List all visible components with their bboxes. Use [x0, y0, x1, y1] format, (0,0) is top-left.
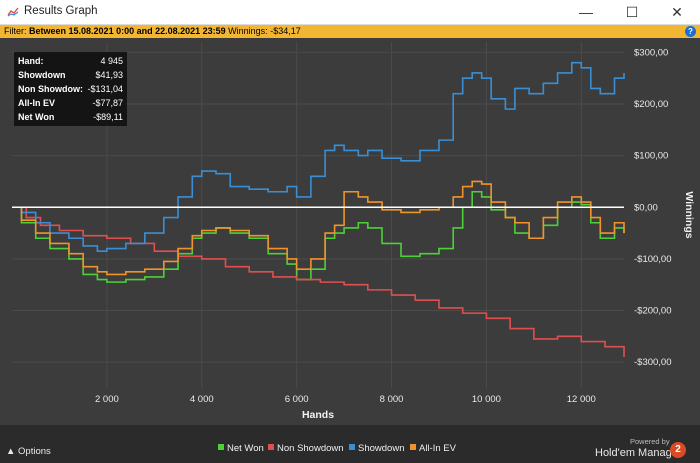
filter-label: Filter: [4, 26, 27, 36]
legend-label: All-In EV [419, 443, 456, 454]
filter-bar: Filter: Between 15.08.2021 0:00 and 22.0… [0, 25, 700, 38]
legend-item-non-showdown[interactable]: Non Showdown [268, 443, 344, 454]
filter-range: Between 15.08.2021 0:00 and 22.08.2021 2… [29, 26, 226, 36]
info-row-label: All-In EV [18, 98, 55, 108]
options-arrow-icon: ▲ [6, 446, 16, 457]
powered-by-text: Powered by [630, 437, 670, 446]
maximize-button[interactable]: ☐ [625, 4, 639, 20]
x-tick-label: 6 000 [285, 394, 309, 405]
y-tick-label: -$100,00 [634, 254, 672, 265]
grid-lines [12, 42, 624, 388]
series-line-showdown [12, 61, 625, 252]
x-tick-label: 4 000 [190, 394, 214, 405]
info-row-value: -$89,11 [93, 112, 123, 122]
x-tick-label: 8 000 [380, 394, 404, 405]
info-row-label: Showdown [18, 70, 66, 80]
app-chart-icon [7, 6, 19, 18]
info-box: Hand: 4 945 Showdown $41,93 Non Showdow: -$13… [14, 52, 127, 126]
hm2-logo-icon: 2 [670, 442, 686, 458]
window-titlebar: Results Graph — ☐ ✕ [0, 0, 700, 25]
y-tick-label: $0,00 [634, 202, 658, 213]
filter-text: Filter: Between 15.08.2021 0:00 and 22.0… [4, 25, 301, 38]
legend-label: Showdown [358, 443, 405, 454]
legend-item-showdown[interactable]: Showdown [349, 443, 404, 454]
legend-swatch [410, 444, 416, 450]
footer-bar [0, 440, 700, 463]
info-row-label: Non Showdow: [18, 84, 83, 94]
info-row-value: $41,93 [95, 70, 123, 80]
info-row-label: Hand: [18, 56, 44, 66]
x-tick-label: 10 000 [472, 394, 501, 405]
legend-swatch [218, 444, 224, 450]
legend-label: Net Won [227, 443, 264, 454]
legend-item-net-won[interactable]: Net Won [218, 443, 264, 454]
brand-name: Hold'em Manager [595, 447, 682, 459]
y-axis-title: Winnings [683, 191, 695, 238]
info-row-value: 4 945 [100, 56, 123, 66]
series-line-all-in-ev [12, 180, 625, 276]
y-tick-label: $200,00 [634, 99, 668, 110]
legend-label: Non Showdown [277, 443, 344, 454]
x-axis-title: Hands [302, 409, 334, 421]
options-label: Options [18, 446, 51, 457]
y-tick-label: $300,00 [634, 47, 668, 58]
y-tick-label: $100,00 [634, 151, 668, 162]
legend-item-all-in-ev[interactable]: All-In EV [410, 443, 456, 454]
axis-labels: 2 000 4 000 6 000 8 000 10 000 12 000 $300,00 $… [95, 47, 695, 421]
help-icon[interactable]: ? [685, 26, 696, 37]
series-line-non-showdown [12, 206, 625, 358]
info-box-bg [14, 52, 127, 126]
x-tick-label: 2 000 [95, 394, 119, 405]
y-tick-label: -$300,00 [634, 357, 672, 368]
minimize-button[interactable]: — [579, 4, 593, 20]
winnings-label: Winnings: [228, 26, 268, 36]
x-tick-label: 12 000 [567, 394, 596, 405]
legend-swatch [268, 444, 274, 450]
legend-swatch [349, 444, 355, 450]
window-title: Results Graph [24, 5, 98, 17]
options-button[interactable]: ▲ Options [6, 446, 51, 457]
info-row-label: Net Won [18, 112, 54, 122]
y-tick-label: -$200,00 [634, 306, 672, 317]
series-lines [12, 61, 625, 358]
info-row-value: -$131,04 [87, 84, 123, 94]
close-button[interactable]: ✕ [671, 4, 683, 20]
winnings-value: -$34,17 [270, 26, 301, 36]
info-row-value: -$77,87 [92, 98, 123, 108]
